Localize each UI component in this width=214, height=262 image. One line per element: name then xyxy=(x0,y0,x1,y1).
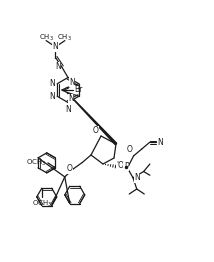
Polygon shape xyxy=(67,92,117,145)
Text: OCH$_3$: OCH$_3$ xyxy=(31,199,52,209)
Text: N: N xyxy=(134,173,140,182)
Text: Br: Br xyxy=(74,85,83,95)
Text: 'O: 'O xyxy=(116,161,125,170)
Text: N: N xyxy=(53,42,58,51)
Text: N: N xyxy=(49,79,55,88)
Text: N: N xyxy=(65,105,71,113)
Text: O: O xyxy=(67,164,73,173)
Text: P: P xyxy=(124,162,128,171)
Text: O: O xyxy=(93,126,99,135)
Text: N: N xyxy=(157,138,163,147)
Text: N: N xyxy=(68,94,74,103)
Text: N: N xyxy=(55,62,61,71)
Text: OCH$_3$: OCH$_3$ xyxy=(27,158,47,168)
Text: N: N xyxy=(69,78,75,87)
Text: O: O xyxy=(127,145,133,154)
Text: CH$_3$: CH$_3$ xyxy=(39,32,54,43)
Text: CH$_3$: CH$_3$ xyxy=(57,32,72,43)
Text: N: N xyxy=(49,92,55,101)
